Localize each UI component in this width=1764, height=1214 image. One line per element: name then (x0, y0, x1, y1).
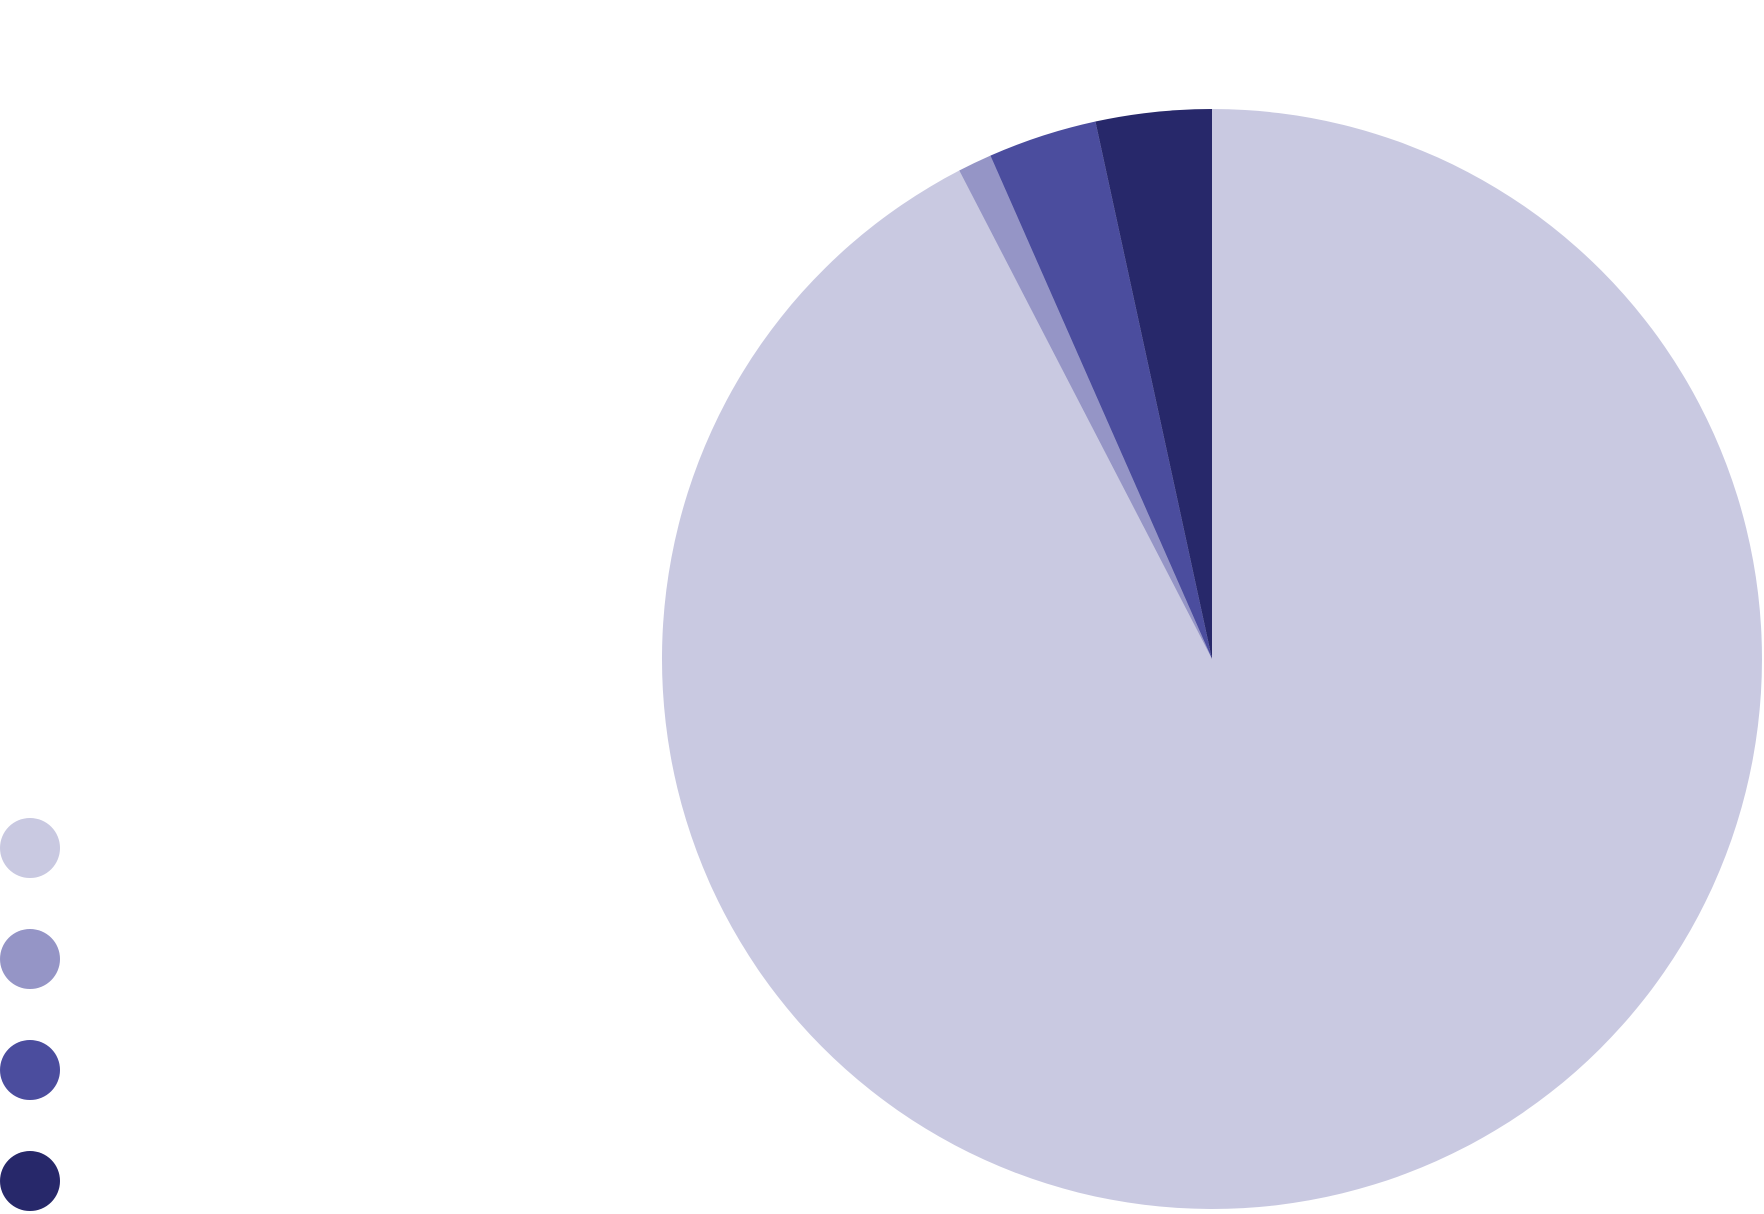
pie-slice-1 (661, 109, 1762, 1210)
pie-slice-4 (1095, 109, 1212, 659)
legend-marker-4 (0, 1151, 60, 1211)
legend-item-4 (0, 1151, 60, 1211)
legend (0, 818, 60, 1211)
pie-slice-3 (990, 121, 1212, 659)
legend-marker-2 (0, 929, 60, 989)
legend-item-2 (0, 929, 60, 989)
legend-marker-3 (0, 1040, 60, 1100)
legend-item-1 (0, 818, 60, 878)
pie-slices (661, 109, 1762, 1210)
legend-item-3 (0, 1040, 60, 1100)
legend-marker-1 (0, 818, 60, 878)
pie-slice-2 (959, 155, 1212, 659)
